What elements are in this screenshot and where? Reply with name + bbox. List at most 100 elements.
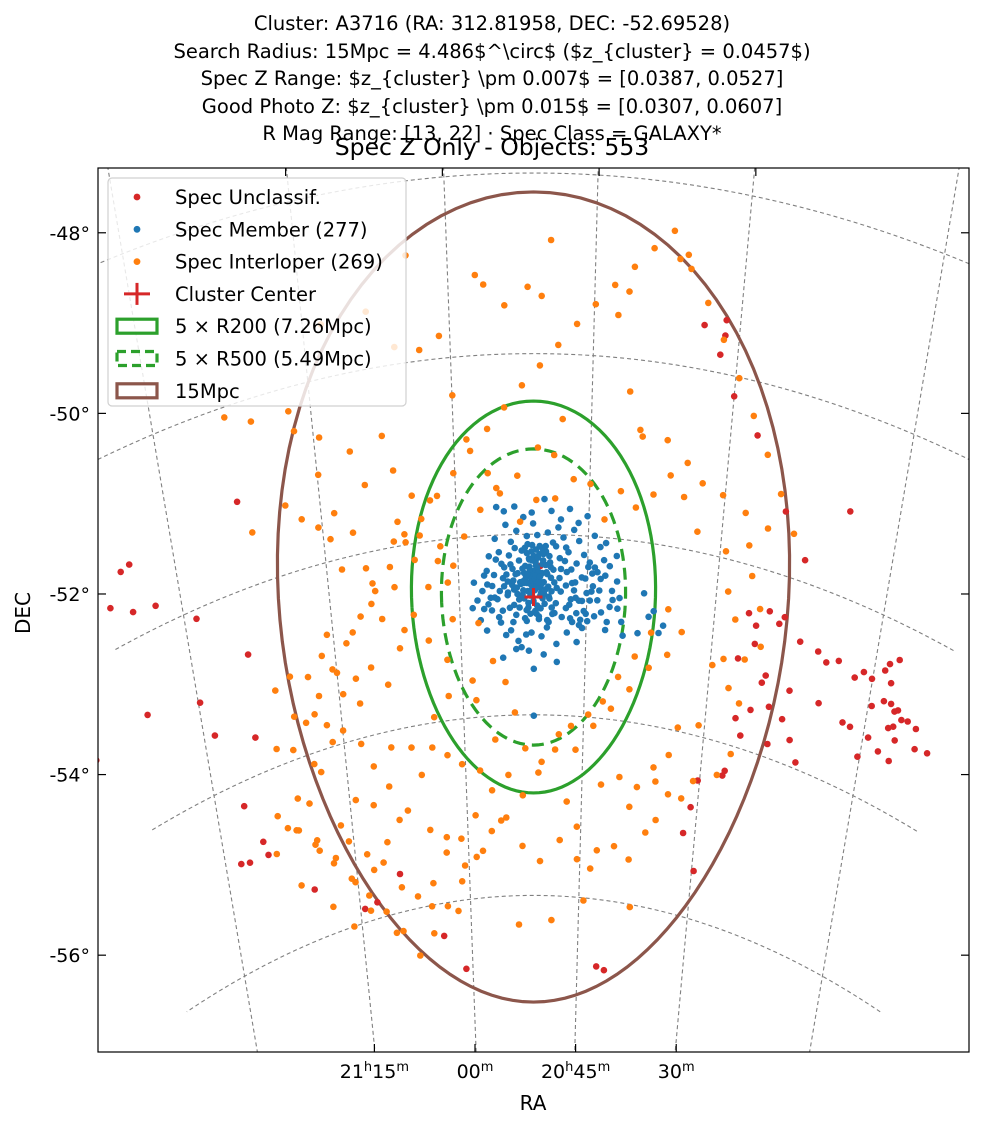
data-point (589, 570, 596, 577)
data-point (584, 512, 591, 520)
data-point (792, 759, 799, 766)
data-point (125, 561, 133, 568)
data-point (565, 548, 572, 556)
data-point (293, 827, 300, 834)
data-point (737, 732, 744, 739)
data-point (709, 661, 716, 669)
data-point (107, 604, 114, 612)
data-point (664, 791, 672, 798)
data-point (492, 503, 500, 511)
data-point (846, 723, 854, 731)
data-point (555, 341, 562, 349)
data-point (298, 882, 305, 889)
data-point (370, 763, 378, 770)
data-point (536, 362, 544, 369)
data-point (592, 300, 600, 308)
data-point (566, 505, 574, 513)
data-point (584, 711, 592, 718)
data-point (88, 624, 95, 631)
data-point (613, 552, 621, 560)
data-point (501, 302, 508, 309)
data-point (573, 823, 581, 830)
data-point (540, 550, 547, 558)
data-point (555, 731, 563, 738)
data-point (152, 602, 159, 610)
data-point (500, 508, 508, 515)
data-point (472, 812, 479, 819)
data-point (311, 711, 318, 718)
data-point (881, 667, 889, 674)
data-point (757, 643, 764, 651)
data-point (534, 554, 542, 561)
dec-grid-line (149, 714, 918, 832)
data-point (786, 687, 793, 694)
data-point (484, 581, 491, 588)
data-point (515, 637, 522, 645)
data-point (460, 533, 468, 540)
data-point (504, 578, 512, 585)
data-point (500, 404, 508, 411)
y-tick-label: -52° (49, 584, 90, 606)
data-point (417, 952, 424, 959)
legend-label: Spec Member (277) (175, 218, 368, 241)
data-point (887, 700, 895, 708)
data-point (332, 854, 340, 862)
data-point (323, 721, 331, 729)
data-point (484, 469, 492, 477)
data-point (602, 572, 609, 579)
data-point (514, 590, 521, 598)
data-point (556, 554, 564, 562)
data-point (513, 584, 521, 591)
data-point (418, 515, 425, 523)
data-point (480, 605, 488, 613)
data-point (356, 700, 364, 707)
data-point (339, 727, 347, 734)
data-point (603, 618, 610, 626)
data-point (694, 528, 701, 535)
data-point (860, 668, 868, 676)
data-point (315, 434, 323, 441)
data-point (317, 768, 325, 776)
data-point (499, 654, 507, 661)
data-point (444, 579, 452, 586)
data-point (290, 746, 297, 754)
data-point (713, 771, 721, 779)
data-point (233, 498, 241, 506)
data-point (367, 664, 375, 671)
data-point (357, 740, 365, 748)
data-point (613, 578, 621, 585)
data-point (311, 886, 319, 893)
legend-dot-icon (133, 258, 141, 265)
data-point (758, 679, 766, 686)
data-point (117, 568, 124, 576)
data-point (764, 740, 771, 748)
x-tick-label: 00m (457, 1060, 494, 1084)
data-point (578, 574, 586, 581)
data-point (546, 559, 554, 566)
data-point (306, 800, 313, 807)
data-point (570, 475, 577, 483)
data-point (537, 589, 545, 597)
data-point (563, 568, 571, 576)
data-point (316, 847, 324, 854)
data-point (274, 812, 282, 820)
data-point (732, 616, 739, 623)
data-point (563, 798, 570, 805)
data-point (479, 281, 487, 288)
data-point (616, 773, 623, 781)
data-point (526, 566, 533, 573)
data-point (272, 687, 279, 694)
data-point (608, 587, 616, 595)
data-point (594, 597, 601, 604)
data-point (551, 579, 558, 586)
data-point (463, 965, 470, 973)
data-point (667, 472, 674, 479)
data-point (839, 719, 846, 726)
data-point (415, 346, 423, 354)
data-point (741, 656, 748, 663)
data-point (600, 966, 608, 974)
data-point (533, 584, 541, 591)
data-point (695, 722, 702, 729)
data-point (371, 587, 379, 595)
